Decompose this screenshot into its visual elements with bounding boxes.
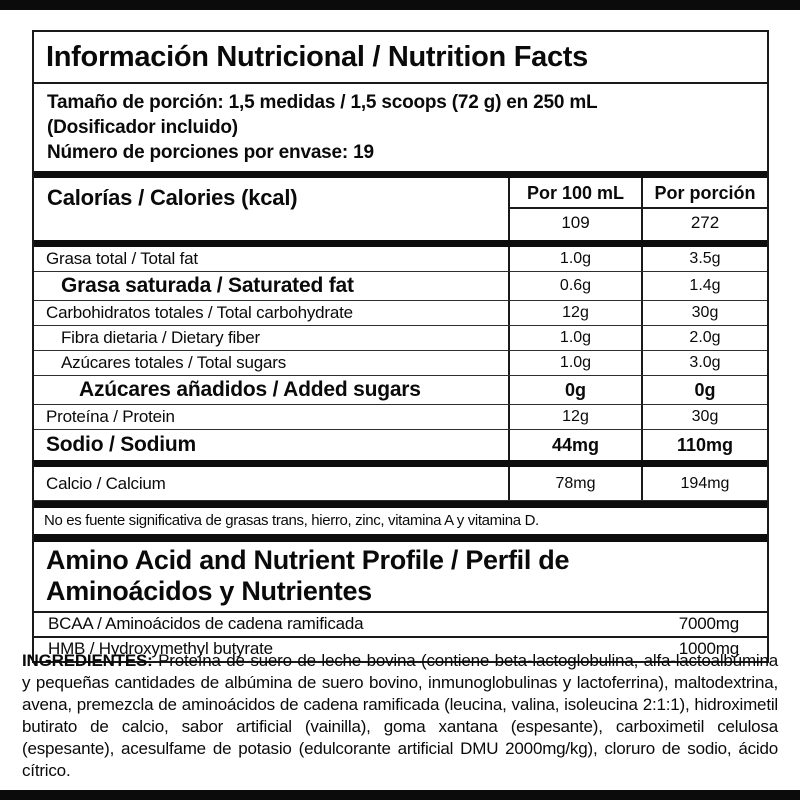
ingredients-text: Proteína de suero de leche bovina (conti… (22, 651, 778, 780)
nutrient-name: Grasa saturada / Saturated fat (61, 274, 354, 297)
scoop-included-line: (Dosificador incluido) (47, 117, 238, 138)
value-per-100ml: 1.0g (508, 247, 641, 271)
calories-per-100ml: 109 (508, 209, 641, 240)
not-significant-source-note: No es fuente significativa de grasas tra… (44, 512, 539, 529)
value-per-100ml: 44mg (508, 430, 641, 460)
table-row-dietary-fiber: Fibra dietaria / Dietary fiber 1.0g 2.0g (34, 326, 767, 351)
table-row-protein: Proteína / Protein 12g 30g (34, 405, 767, 430)
calories-table-header: Calorías / Calories (kcal) Por 100 mL Po… (34, 178, 767, 240)
serving-size-line: Tamaño de porción: 1,5 medidas / 1,5 sco… (47, 92, 598, 113)
table-row-saturated-fat: Grasa saturada / Saturated fat 0.6g 1.4g (34, 272, 767, 301)
amino-amount: 7000mg (678, 614, 739, 633)
serving-info: Tamaño de porción: 1,5 medidas / 1,5 sco… (34, 84, 767, 171)
nutrient-name: Sodio / Sodium (46, 433, 197, 456)
top-border-bar (0, 0, 800, 10)
nutrition-label: Información Nutricional / Nutrition Fact… (32, 30, 769, 663)
value-per-serving: 2.0g (641, 326, 767, 350)
amino-amount: 1000mg (678, 639, 739, 658)
value-per-serving: 194mg (641, 467, 767, 500)
label-title: Información Nutricional / Nutrition Fact… (34, 32, 767, 84)
value-per-serving: 3.0g (641, 351, 767, 375)
section-divider-bar (34, 534, 767, 542)
nutrient-name: Azúcares añadidos / Added sugars (79, 378, 421, 401)
value-per-serving: 110mg (641, 430, 767, 460)
table-row-bcaa: BCAA / Aminoácidos de cadena ramificada … (34, 613, 767, 638)
table-row-calcium: Calcio / Calcium 78mg 194mg (34, 467, 767, 501)
value-per-100ml: 1.0g (508, 326, 641, 350)
value-per-100ml: 0g (508, 376, 641, 404)
nutrient-name: Fibra dietaria / Dietary fiber (61, 328, 261, 347)
table-row-total-sugars: Azúcares totales / Total sugars 1.0g 3.0… (34, 351, 767, 376)
amino-profile-heading-line1: Amino Acid and Nutrient Profile / Perfil… (46, 545, 570, 575)
amino-profile-heading-line2: Aminoácidos y Nutrientes (46, 576, 372, 606)
nutrient-name: Proteína / Protein (46, 407, 175, 426)
bottom-border-bar (0, 790, 800, 800)
table-row-total-fat: Grasa total / Total fat 1.0g 3.5g (34, 247, 767, 272)
nutrient-table: Grasa total / Total fat 1.0g 3.5g Grasa … (34, 247, 767, 460)
section-divider-bar (34, 501, 767, 508)
value-per-serving: 3.5g (641, 247, 767, 271)
ingredients-paragraph: INGREDIENTES: Proteína de suero de leche… (22, 650, 778, 782)
table-row-sodium: Sodio / Sodium 44mg 110mg (34, 430, 767, 460)
servings-per-container-line: Número de porciones por envase: 19 (47, 142, 374, 163)
value-per-serving: 0g (641, 376, 767, 404)
column-header-per-serving: Por porción (641, 178, 767, 209)
value-per-100ml: 1.0g (508, 351, 641, 375)
value-per-serving: 30g (641, 301, 767, 325)
amino-name: BCAA / Aminoácidos de cadena ramificada (48, 614, 364, 633)
amino-name: HMB / Hydroxymethyl butyrate (48, 639, 273, 658)
table-row-hmb: HMB / Hydroxymethyl butyrate 1000mg (34, 638, 767, 661)
calories-per-serving: 272 (641, 209, 767, 240)
ingredients-label: INGREDIENTES: (22, 651, 153, 670)
value-per-100ml: 78mg (508, 467, 641, 500)
section-divider-bar (34, 460, 767, 467)
amino-profile-heading: Amino Acid and Nutrient Profile / Perfil… (34, 542, 767, 613)
nutrient-name: Azúcares totales / Total sugars (61, 353, 286, 372)
section-divider-bar (34, 171, 767, 178)
nutrient-name: Grasa total / Total fat (46, 249, 198, 268)
nutrient-name: Calcio / Calcium (46, 473, 166, 493)
value-per-serving: 30g (641, 405, 767, 429)
column-header-per-100ml: Por 100 mL (508, 178, 641, 209)
nutrient-name: Carbohidratos totales / Total carbohydra… (46, 303, 353, 322)
value-per-100ml: 12g (508, 301, 641, 325)
calories-label: Calorías / Calories (kcal) (47, 185, 298, 210)
table-row-added-sugars: Azúcares añadidos / Added sugars 0g 0g (34, 376, 767, 405)
table-row-total-carbohydrate: Carbohidratos totales / Total carbohydra… (34, 301, 767, 326)
value-per-100ml: 12g (508, 405, 641, 429)
value-per-100ml: 0.6g (508, 272, 641, 300)
section-divider-bar (34, 240, 767, 247)
value-per-serving: 1.4g (641, 272, 767, 300)
